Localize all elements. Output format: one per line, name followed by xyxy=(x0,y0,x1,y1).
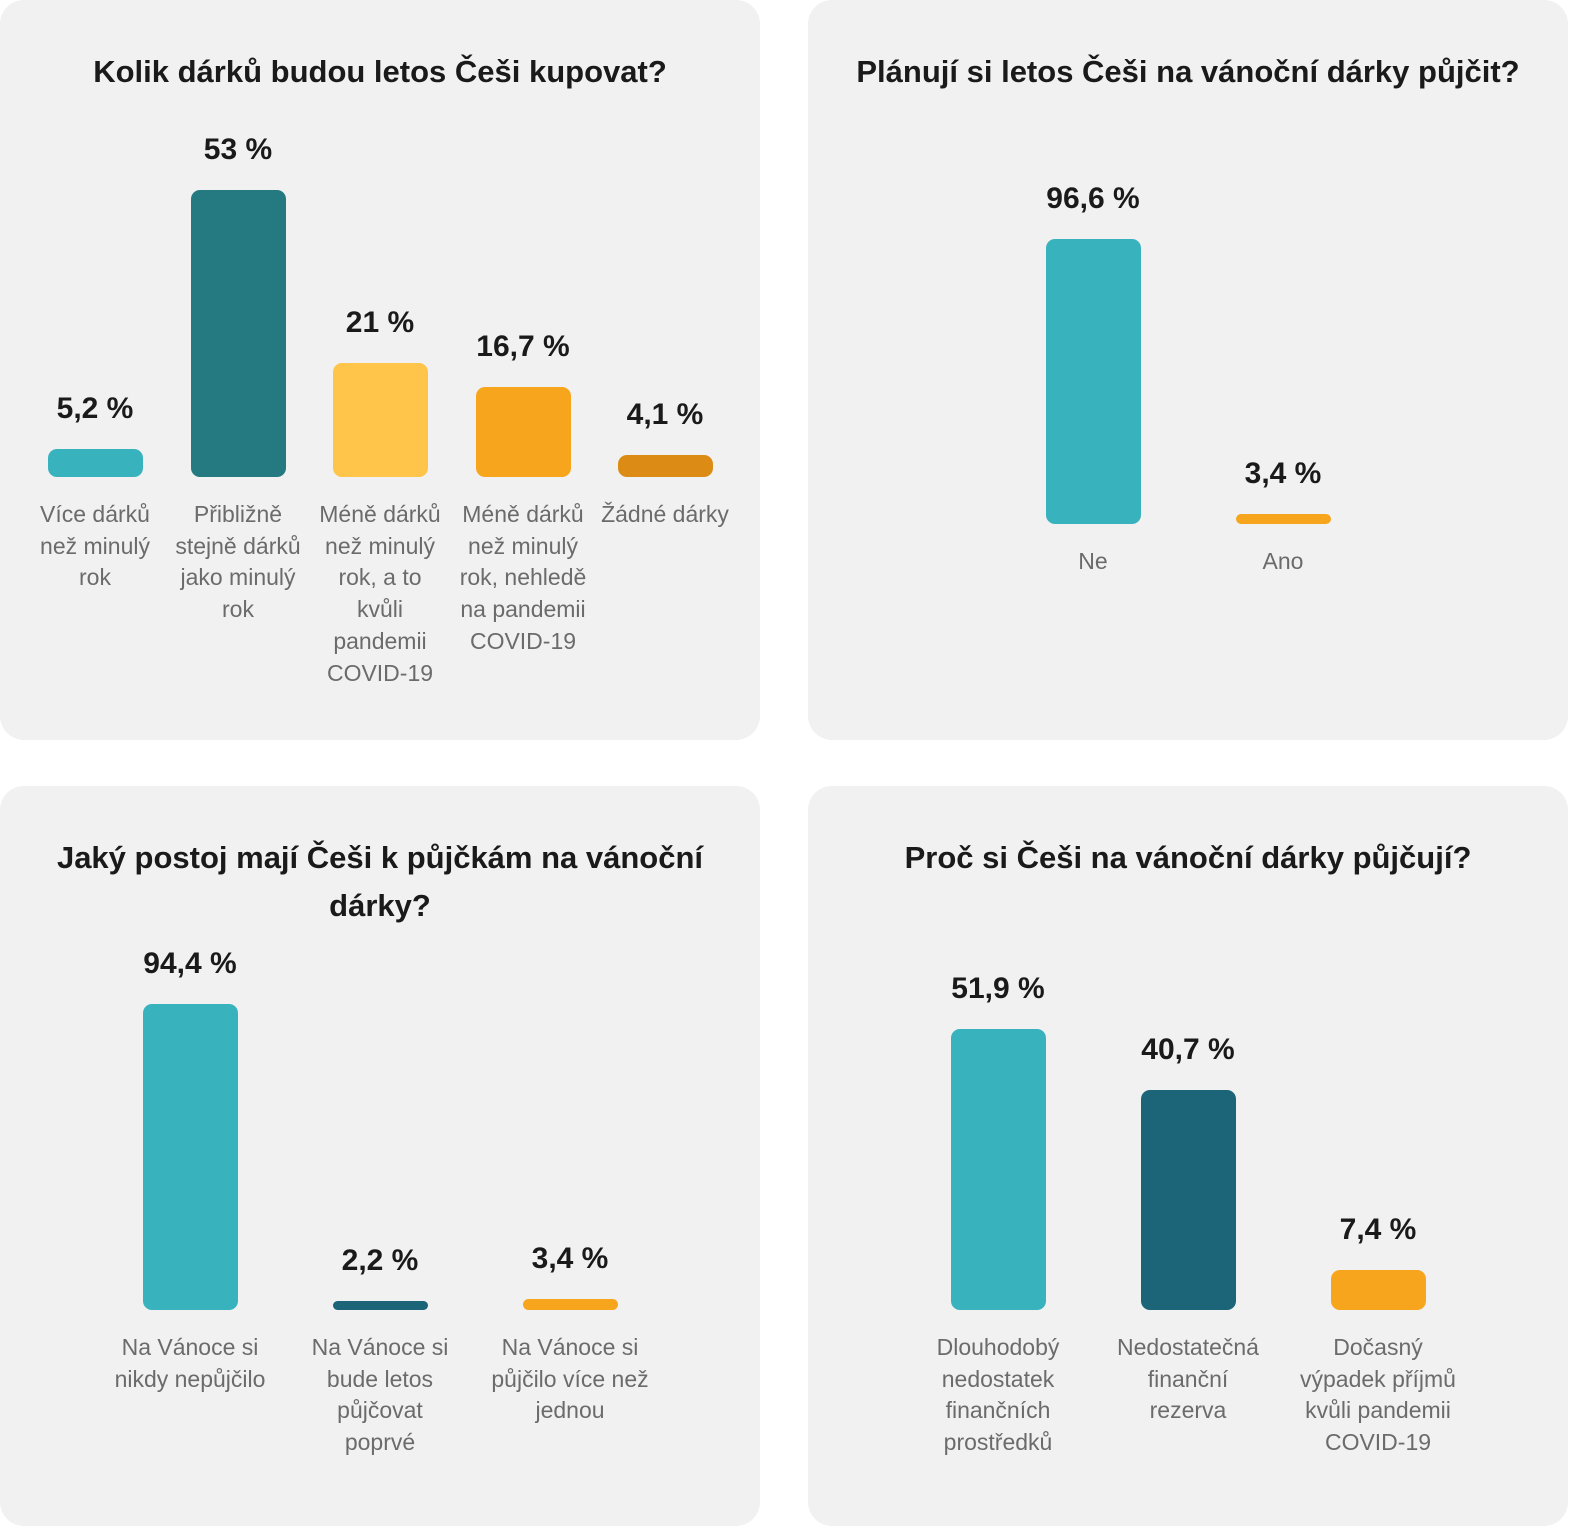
category-label: Nedostatečná finanční rezerva xyxy=(1117,1334,1259,1424)
bar xyxy=(142,1004,238,1310)
category-label: Dočasný výpadek příjmů kvůli pandemii CO… xyxy=(1300,1334,1456,1456)
bar xyxy=(47,449,143,477)
data-label: 96,6 % xyxy=(1046,182,1140,215)
data-label: 53 % xyxy=(203,133,273,166)
bar-chart: 51,9 % Dlouhodobý nedostatek finančních p… xyxy=(808,786,1568,1526)
bar xyxy=(1235,514,1331,524)
data-label: 4,1 % xyxy=(626,398,704,431)
data-label: 51,9 % xyxy=(951,972,1045,1005)
data-label: 16,7 % xyxy=(476,330,570,363)
bar-chart: 5,2 % Více dárků než minulý rok 53 % Přibli… xyxy=(0,0,760,740)
data-label: 40,7 % xyxy=(1141,1033,1235,1066)
bar xyxy=(617,455,713,477)
category-label: Přibližně stejně dárků jako minulý rok xyxy=(175,501,301,623)
bar xyxy=(190,190,286,477)
category-label: Žádné dárky xyxy=(601,501,729,527)
category-label: Více dárků než minulý rok xyxy=(40,501,150,591)
category-label: Ne xyxy=(1078,548,1108,574)
bar-chart: 96,6 % Ne 3,4 % Ano xyxy=(808,0,1568,740)
chart-panel-loan-attitude: Jaký postoj mají Češi k půjčkám na vánoč… xyxy=(0,786,760,1526)
data-label: 2,2 % xyxy=(341,1244,419,1277)
bar xyxy=(1330,1270,1426,1310)
category-label: Méně dárků než minulý rok, a to kvůli pa… xyxy=(319,501,441,686)
chart-panel-gift-count: Kolik dárků budou letos Češi kupovat? 5,… xyxy=(0,0,760,740)
bar xyxy=(1140,1090,1236,1310)
data-label: 5,2 % xyxy=(56,392,134,425)
bar-chart: 94,4 % Na Vánoce si nikdy nepůjčilo 2,2 % N… xyxy=(0,786,760,1526)
data-label: 7,4 % xyxy=(1339,1213,1417,1246)
data-label: 3,4 % xyxy=(531,1242,609,1275)
chart-title: Kolik dárků budou letos Češi kupovat? xyxy=(93,54,667,89)
category-label: Na Vánoce si půjčilo více než jednou xyxy=(491,1334,649,1424)
bar xyxy=(1045,239,1141,524)
chart-title: Plánují si letos Češi na vánoční dárky p… xyxy=(856,54,1520,89)
category-label: Na Vánoce si bude letos půjčovat poprvé xyxy=(311,1334,449,1456)
category-label: Méně dárků než minulý rok, nehledě na pa… xyxy=(459,501,587,654)
data-label: 94,4 % xyxy=(143,947,237,980)
category-label: Dlouhodobý nedostatek finančních prostře… xyxy=(936,1334,1060,1456)
chart-title: Jaký postoj mají Češi k půjčkám na vánoč… xyxy=(56,840,704,923)
category-label: Na Vánoce si nikdy nepůjčilo xyxy=(114,1334,266,1392)
bar xyxy=(332,1301,428,1310)
chart-panel-borrow-plan: Plánují si letos Češi na vánoční dárky p… xyxy=(808,0,1568,740)
data-label: 3,4 % xyxy=(1244,457,1322,490)
chart-title: Proč si Češi na vánoční dárky půjčují? xyxy=(904,840,1472,875)
bar xyxy=(475,387,571,477)
chart-panel-loan-reasons: Proč si Češi na vánoční dárky půjčují? 5… xyxy=(808,786,1568,1526)
category-label: Ano xyxy=(1262,548,1304,574)
bar xyxy=(950,1029,1046,1310)
bar xyxy=(522,1299,618,1310)
data-label: 21 % xyxy=(345,306,415,339)
bar xyxy=(332,363,428,477)
